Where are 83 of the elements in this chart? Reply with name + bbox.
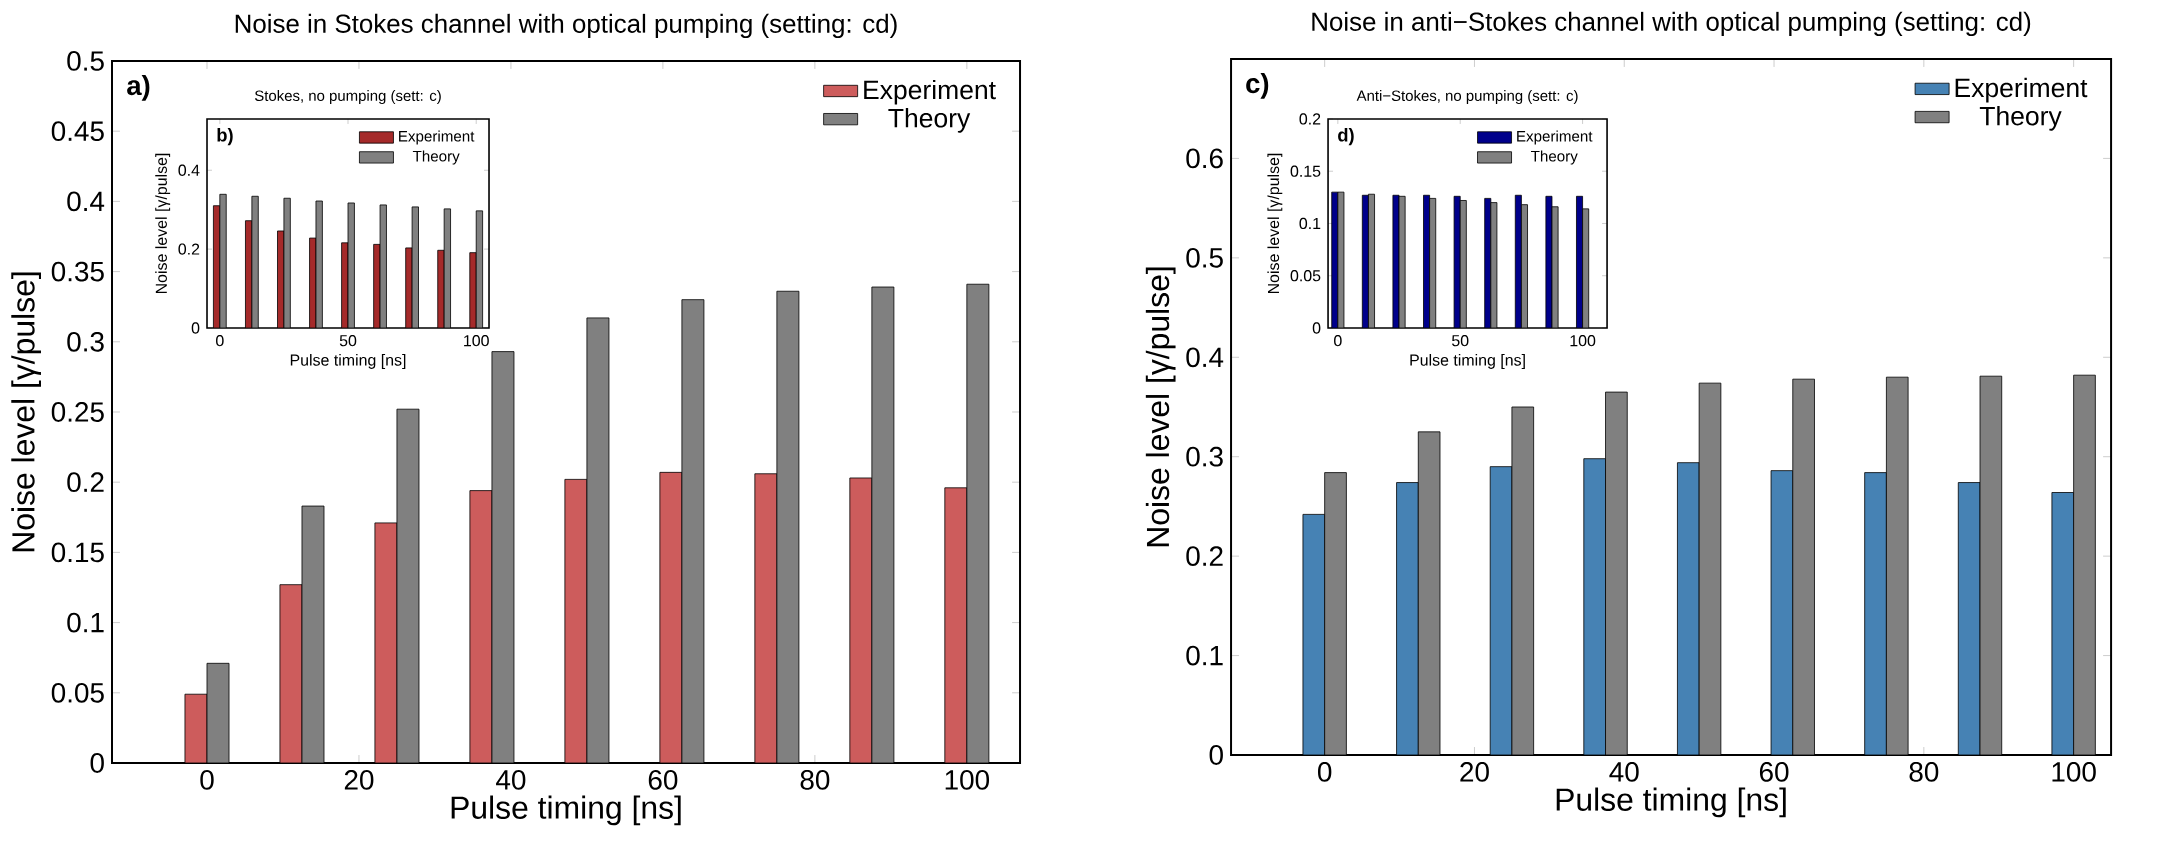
- y-tick-label: 0.15: [1290, 165, 1321, 177]
- chart-title: Noise in Stokes channel with optical pumping (setting: cd): [235, 13, 897, 38]
- bar: [219, 193, 227, 328]
- bar: [469, 490, 493, 763]
- x-tick-label: 60: [1759, 762, 1789, 782]
- y-tick-label: 0: [191, 322, 200, 334]
- y-tick-label: 0.45: [51, 121, 104, 142]
- y-tick-label: 0.2: [1299, 113, 1321, 125]
- bar: [396, 408, 420, 763]
- y-axis-title: Noise level [γ/pulse]: [155, 153, 171, 294]
- y-tick-label: 0.1: [1186, 645, 1223, 666]
- y-tick-label: 0.05: [51, 682, 104, 703]
- x-tick-label: 0: [200, 770, 214, 790]
- annotation: a): [127, 75, 150, 101]
- bar: [754, 473, 778, 763]
- annotation: d): [1338, 128, 1354, 146]
- y-axis-title: Noise level [γ/pulse]: [1267, 153, 1283, 294]
- y-tick-label: 0.1: [67, 612, 104, 633]
- y-tick-label: 0: [1209, 745, 1223, 765]
- x-axis-title: Pulse timing [ns]: [451, 795, 681, 826]
- y-tick-label: 0.15: [51, 542, 104, 563]
- x-tick-label: 20: [344, 770, 374, 790]
- y-tick-label: 0: [1312, 322, 1321, 334]
- x-tick-label: 20: [1460, 762, 1489, 782]
- bar: [944, 487, 968, 763]
- x-axis-title: Pulse timing [ns]: [1556, 787, 1786, 818]
- legend-label: Theory: [412, 150, 460, 165]
- y-tick-label: 0.6: [1186, 148, 1223, 169]
- x-axis-title: Pulse timing [ns]: [290, 354, 406, 369]
- chart-title: Stokes, no pumping (sett: c): [254, 90, 441, 104]
- x-tick-label: 80: [1909, 762, 1939, 782]
- x-tick-label: 100: [945, 770, 990, 790]
- bar: [871, 286, 895, 763]
- y-tick-label: 0.25: [51, 402, 104, 422]
- y-axis-title: Noise level [γ/pulse]: [1145, 267, 1176, 547]
- x-tick-label: 0: [216, 335, 224, 347]
- bar: [776, 290, 800, 763]
- x-tick-label: 60: [648, 770, 678, 790]
- bar: [681, 299, 705, 763]
- bar: [586, 317, 610, 763]
- y-tick-label: 0.4: [178, 164, 200, 176]
- bar: [491, 351, 515, 763]
- x-tick-label: 40: [1609, 762, 1639, 782]
- x-tick-label: 100: [1570, 335, 1596, 347]
- legend-label: Experiment: [1517, 130, 1593, 145]
- x-tick-label: 50: [339, 335, 357, 347]
- y-tick-label: 0.4: [67, 191, 105, 212]
- y-tick-label: 0.05: [1290, 270, 1321, 282]
- y-tick-label: 0.35: [51, 261, 104, 282]
- bar: [279, 584, 303, 763]
- bar: [966, 283, 990, 763]
- y-tick-label: 0.1: [1299, 217, 1321, 230]
- annotation: c): [1246, 72, 1269, 99]
- legend-label: Theory: [1531, 150, 1578, 165]
- bar: [849, 477, 873, 763]
- bar: [564, 478, 588, 763]
- x-tick-label: 100: [2052, 762, 2096, 782]
- x-tick-label: 40: [496, 770, 526, 790]
- legend-label: Experiment: [864, 79, 996, 105]
- chart-title: Anti−Stokes, no pumping (sett: c): [1356, 90, 1578, 104]
- bar: [301, 505, 325, 763]
- y-axis-title: Noise level [γ/pulse]: [11, 272, 41, 552]
- y-tick-label: 0.2: [178, 243, 200, 255]
- legend-label: Experiment: [1955, 77, 2088, 103]
- legend-label: Theory: [888, 108, 971, 133]
- y-tick-label: 0.2: [1186, 546, 1223, 567]
- chart-title: Noise in anti−Stokes channel with optical pumping (setting: cd): [1312, 11, 2031, 37]
- bar: [659, 471, 683, 763]
- annotation: b): [217, 128, 233, 146]
- legend-label: Theory: [1979, 105, 2062, 131]
- y-tick-label: 0.3: [67, 331, 104, 352]
- x-tick-label: 100: [464, 335, 489, 347]
- x-tick-label: 0: [1334, 335, 1342, 347]
- legend-label: Experiment: [399, 130, 475, 145]
- x-tick-label: 80: [800, 770, 830, 790]
- y-tick-label: 0.4: [1186, 347, 1224, 368]
- x-axis-title: Pulse timing [ns]: [1410, 354, 1525, 369]
- y-tick-label: 0.5: [1186, 247, 1223, 268]
- y-tick-label: 0.3: [1186, 446, 1223, 467]
- x-tick-label: 50: [1451, 335, 1469, 347]
- bar: [374, 522, 398, 763]
- y-tick-label: 0.5: [67, 51, 104, 71]
- y-tick-label: 0.2: [67, 472, 104, 493]
